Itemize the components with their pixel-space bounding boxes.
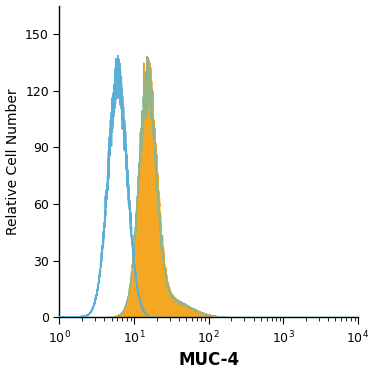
Y-axis label: Relative Cell Number: Relative Cell Number	[6, 88, 20, 235]
X-axis label: MUC-4: MUC-4	[178, 351, 239, 369]
